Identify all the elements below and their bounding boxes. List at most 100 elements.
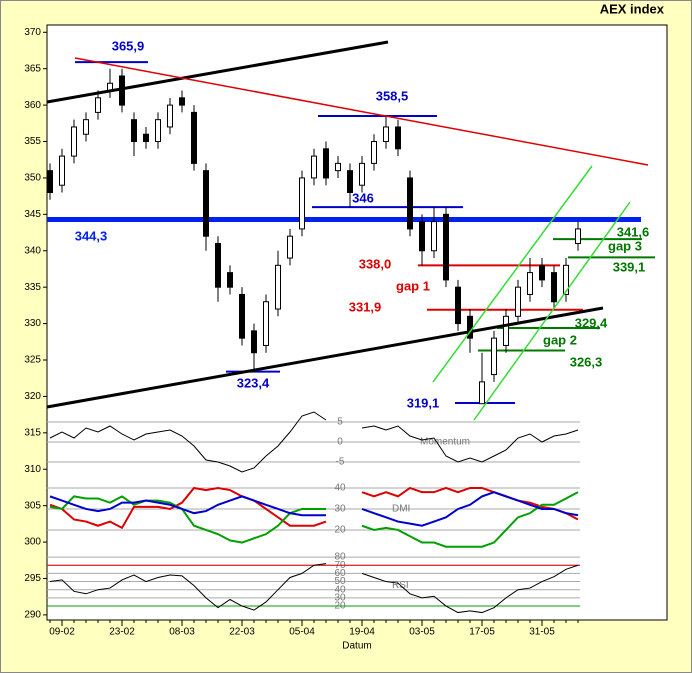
level-label: 323,4 xyxy=(237,375,270,390)
y-tick-label: 340 xyxy=(24,245,41,256)
candle-body xyxy=(287,235,293,259)
candle-body xyxy=(479,381,485,405)
candle-body xyxy=(239,293,245,339)
y-tick-label: 305 xyxy=(24,500,41,511)
note-label: gap 3 xyxy=(608,238,642,253)
y-tick-label: 335 xyxy=(24,282,41,293)
level-label: 358,5 xyxy=(376,88,409,103)
indicator-line xyxy=(49,486,327,530)
level-label: 326,3 xyxy=(570,354,603,369)
candle-body xyxy=(419,221,425,252)
indicator-line xyxy=(49,495,326,544)
candle-body xyxy=(395,126,401,150)
y-tick-label: 300 xyxy=(24,537,41,548)
note-label: gap 2 xyxy=(543,332,577,347)
level-label: 319,1 xyxy=(407,395,440,410)
y-tick-label: 320 xyxy=(24,391,41,402)
candle-body xyxy=(215,242,221,288)
y-tick-label: 355 xyxy=(24,136,41,147)
candle-body xyxy=(431,221,437,252)
candle-body xyxy=(527,272,533,295)
x-tick-label: 08-03 xyxy=(169,627,195,638)
indicator-line xyxy=(361,491,579,527)
level-label: 365,9 xyxy=(112,38,145,53)
candle-body xyxy=(191,111,197,164)
candle-body xyxy=(251,330,257,354)
candle-body xyxy=(95,97,101,113)
trend-line xyxy=(46,40,389,104)
y-tick-label: 365 xyxy=(24,63,41,74)
indicator-tick-label: 20 xyxy=(334,525,346,536)
x-tick-label: 09-02 xyxy=(49,627,75,638)
level-label: 346 xyxy=(352,190,374,205)
plot-area xyxy=(46,24,668,621)
candle-body xyxy=(443,213,449,281)
candle-body xyxy=(563,264,569,295)
candle-body xyxy=(203,170,209,237)
candle-body xyxy=(227,272,233,288)
x-tick-label: 19-04 xyxy=(349,627,375,638)
candle-body xyxy=(131,119,137,143)
y-tick-label: 290 xyxy=(24,610,41,621)
indicator-tick-label: 40 xyxy=(334,584,346,595)
note-label: gap 1 xyxy=(396,278,430,293)
x-tick-label: 22-03 xyxy=(229,627,255,638)
candle-body xyxy=(455,286,461,325)
y-tick-label: 325 xyxy=(24,355,41,366)
level-label: 329,4 xyxy=(575,315,608,330)
chart-title: AEX index xyxy=(600,1,665,16)
candle-body xyxy=(179,97,185,106)
trend-line xyxy=(473,201,631,421)
indicator-tick-label: 80 xyxy=(334,552,346,563)
candle-body xyxy=(407,177,413,230)
candle-body xyxy=(503,315,509,346)
y-tick-label: 330 xyxy=(24,318,41,329)
candle-body xyxy=(275,264,281,310)
y-tick-label: 350 xyxy=(24,173,41,184)
candle-body xyxy=(515,286,521,317)
indicator-tick-label: -5 xyxy=(336,457,345,468)
candle-body xyxy=(359,162,365,186)
candle-body xyxy=(335,162,341,172)
level-label: 338,0 xyxy=(359,256,392,271)
indicator-tick-label: 5 xyxy=(337,417,343,428)
indicator-tick-label: 30 xyxy=(334,504,346,515)
candle-body xyxy=(143,133,149,143)
candle-body xyxy=(167,104,173,128)
indicator-tick-label: 60 xyxy=(334,568,346,579)
level-label: 344,3 xyxy=(75,228,108,243)
indicator-tick-label: 30 xyxy=(334,593,346,604)
candle-body xyxy=(155,119,161,143)
y-tick-label: 370 xyxy=(24,27,41,38)
indicator-tick-label: 50 xyxy=(334,576,346,587)
indicator-line xyxy=(49,495,326,517)
y-tick-label: 310 xyxy=(24,464,41,475)
indicator-line xyxy=(49,563,327,611)
candle-body xyxy=(323,148,329,179)
candle-body xyxy=(299,177,305,230)
candle-body xyxy=(491,337,497,376)
level-label: 331,9 xyxy=(349,299,382,314)
candle-body xyxy=(83,119,89,135)
x-tick-label: 17-05 xyxy=(469,627,495,638)
indicator-tick-label: 40 xyxy=(334,483,346,494)
candle-body xyxy=(263,301,269,346)
y-tick-label: 360 xyxy=(24,100,41,111)
indicator-tick-label: 0 xyxy=(337,437,343,448)
indicator-line xyxy=(361,425,579,463)
candle-body xyxy=(383,126,389,143)
trend-line xyxy=(432,165,593,383)
candle-body xyxy=(371,141,377,164)
indicator-line xyxy=(361,491,579,548)
x-tick-label: 23-02 xyxy=(109,627,135,638)
y-tick-label: 345 xyxy=(24,209,41,220)
candle-body xyxy=(539,264,545,281)
indicator-line xyxy=(361,486,579,521)
candle-body xyxy=(71,126,77,157)
indicator-line xyxy=(361,564,579,614)
x-tick-label: 05-04 xyxy=(289,627,315,638)
candle-body xyxy=(551,272,557,303)
level-label: 339,1 xyxy=(613,259,646,274)
trend-lines xyxy=(46,40,649,421)
